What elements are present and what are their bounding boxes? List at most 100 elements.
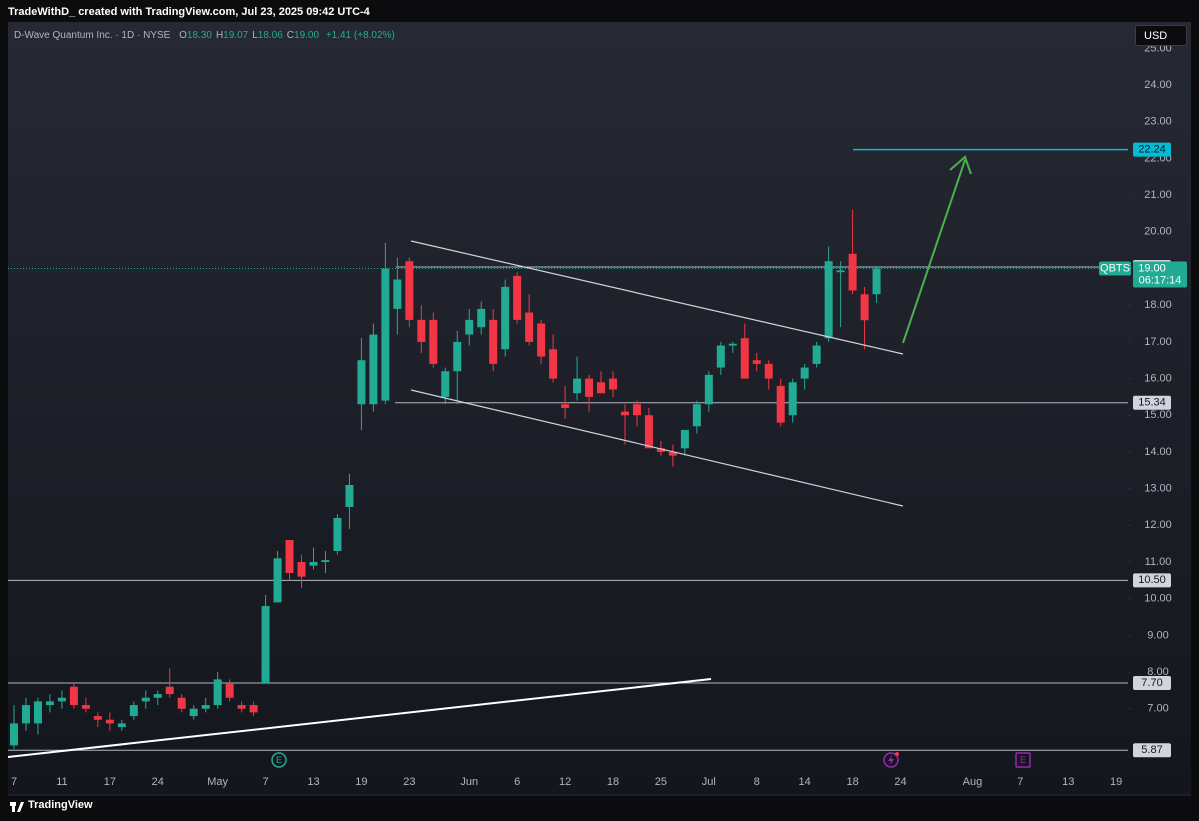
ohlc-value: 19.00 xyxy=(294,30,320,41)
level-label: 10.50 xyxy=(1138,574,1166,586)
level-label-box xyxy=(1133,743,1171,758)
candle-body xyxy=(321,560,330,562)
candle-body xyxy=(345,484,354,507)
candle-body xyxy=(177,697,186,709)
channel-upper xyxy=(410,240,904,355)
candle-body xyxy=(632,404,641,416)
candle-body xyxy=(309,561,318,566)
candle-body xyxy=(81,705,90,709)
x-tick-label: Jun xyxy=(460,776,478,788)
y-tick-label: 12.00 xyxy=(1144,519,1172,531)
y-tick-label: 11.00 xyxy=(1145,556,1172,568)
candle-body xyxy=(381,268,390,401)
candle-body xyxy=(297,561,306,577)
candle-body xyxy=(273,558,282,603)
x-tick-label: 24 xyxy=(152,776,164,788)
candle-body xyxy=(465,319,474,335)
target-arrow xyxy=(902,155,972,344)
candle-body xyxy=(453,341,462,372)
candle-body xyxy=(369,334,378,405)
candle-body xyxy=(165,686,174,695)
x-tick-label: 13 xyxy=(307,776,319,788)
candle-body xyxy=(213,679,222,706)
candle-body xyxy=(620,411,629,416)
price-badge xyxy=(1133,261,1187,288)
candle-body xyxy=(752,360,761,364)
candle-body xyxy=(692,404,701,427)
candle-body xyxy=(549,349,558,379)
candle-body xyxy=(728,343,737,346)
candle-body xyxy=(225,683,234,698)
x-tick-label: Jul xyxy=(702,776,716,788)
y-tick-label: 18.00 xyxy=(1144,299,1172,311)
candle-body xyxy=(153,694,162,698)
candle-body xyxy=(261,606,270,684)
candle-body xyxy=(429,319,438,364)
candle-body xyxy=(333,517,342,551)
change: +1.41 (+8.02%) xyxy=(325,30,395,41)
candle-body xyxy=(501,286,510,350)
ohlc-key: C xyxy=(286,30,295,41)
y-tick-label: 9.00 xyxy=(1147,629,1168,641)
candle-body xyxy=(788,382,797,416)
y-tick-label: 20.00 xyxy=(1144,226,1172,238)
candle-body xyxy=(644,415,653,449)
candle-body xyxy=(441,371,450,397)
event-marker xyxy=(1015,752,1031,768)
candle-body xyxy=(189,708,198,717)
x-tick-label: 19 xyxy=(355,776,367,788)
price-badge-text: 19.00 xyxy=(1138,262,1166,274)
candle-body xyxy=(704,374,713,405)
candle-body xyxy=(393,279,402,309)
x-tick-label: 12 xyxy=(559,776,571,788)
candle-body xyxy=(477,308,486,328)
candle-body xyxy=(237,705,246,709)
level-label-box xyxy=(1133,573,1171,588)
x-tick-label: 11 xyxy=(56,776,67,788)
level-label: 15.34 xyxy=(1138,397,1166,409)
candle-body xyxy=(33,701,42,724)
candle-body xyxy=(525,312,534,342)
candle-body xyxy=(656,448,665,452)
symbol-title: D-Wave Quantum Inc. · 1D · NYSE xyxy=(14,30,171,41)
ohlc-key: L xyxy=(252,30,258,41)
candle-body xyxy=(824,261,833,339)
x-tick-label: 14 xyxy=(799,776,811,788)
y-tick-label: 8.00 xyxy=(1147,666,1168,678)
candle-body xyxy=(357,360,366,405)
countdown: 06:17:14 xyxy=(1139,274,1182,286)
currency-button[interactable]: USD xyxy=(1135,25,1187,46)
candle-body xyxy=(45,701,54,706)
level-label: 7.70 xyxy=(1141,677,1162,689)
candle-body xyxy=(872,268,881,295)
channel-lower xyxy=(410,389,904,507)
candle-body xyxy=(285,539,294,574)
x-tick-label: 7 xyxy=(11,776,17,788)
event-label: E xyxy=(1020,755,1026,765)
candle-body xyxy=(680,429,689,449)
candle-body xyxy=(537,323,546,357)
candle-body xyxy=(57,697,66,702)
x-tick-label: 19 xyxy=(1110,776,1122,788)
candle-body xyxy=(848,253,857,291)
ohlc-value: 19.07 xyxy=(223,30,249,41)
symbol-badge xyxy=(1099,261,1131,276)
candle-body xyxy=(716,345,725,368)
candle-body xyxy=(489,319,498,364)
candle-body xyxy=(405,261,414,320)
x-tick-label: 7 xyxy=(1017,776,1023,788)
x-tick-label: 25 xyxy=(655,776,667,788)
candle-body xyxy=(836,270,845,273)
candle-body xyxy=(573,378,582,394)
y-tick-label: 23.00 xyxy=(1144,116,1172,128)
level-label-box xyxy=(1133,676,1171,691)
level-label-box xyxy=(1133,142,1171,157)
x-tick-label: 13 xyxy=(1062,776,1074,788)
x-tick-label: 6 xyxy=(514,776,520,788)
y-tick-label: 10.00 xyxy=(1144,593,1172,605)
y-tick-label: 21.00 xyxy=(1144,189,1172,201)
support-trendline xyxy=(7,678,712,758)
y-tick-label: 17.00 xyxy=(1144,336,1172,348)
